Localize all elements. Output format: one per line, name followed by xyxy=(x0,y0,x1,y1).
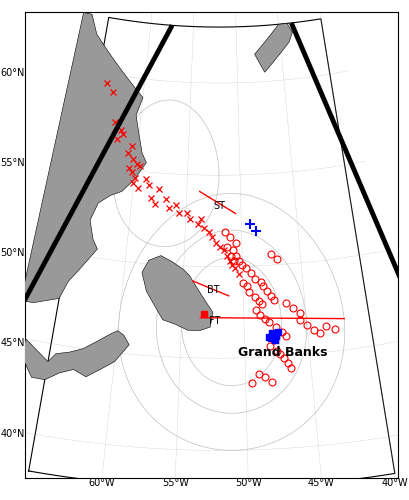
Polygon shape xyxy=(142,256,213,330)
Text: 45°W: 45°W xyxy=(308,478,335,488)
Text: 40°N: 40°N xyxy=(0,430,25,440)
Text: 50°W: 50°W xyxy=(235,478,261,488)
Text: 50°N: 50°N xyxy=(0,248,25,258)
Text: 60°N: 60°N xyxy=(0,68,25,78)
Text: Grand Banks: Grand Banks xyxy=(238,346,328,359)
Text: BT: BT xyxy=(207,286,220,296)
Text: ST: ST xyxy=(213,202,225,211)
Text: 60°W: 60°W xyxy=(89,478,115,488)
Text: 55°W: 55°W xyxy=(162,478,189,488)
Text: 40°W: 40°W xyxy=(382,478,408,488)
Text: 55°N: 55°N xyxy=(0,158,25,168)
Text: FT: FT xyxy=(209,316,220,326)
Polygon shape xyxy=(255,24,292,72)
Polygon shape xyxy=(22,330,129,380)
Text: 45°N: 45°N xyxy=(0,338,25,348)
Polygon shape xyxy=(21,12,146,302)
